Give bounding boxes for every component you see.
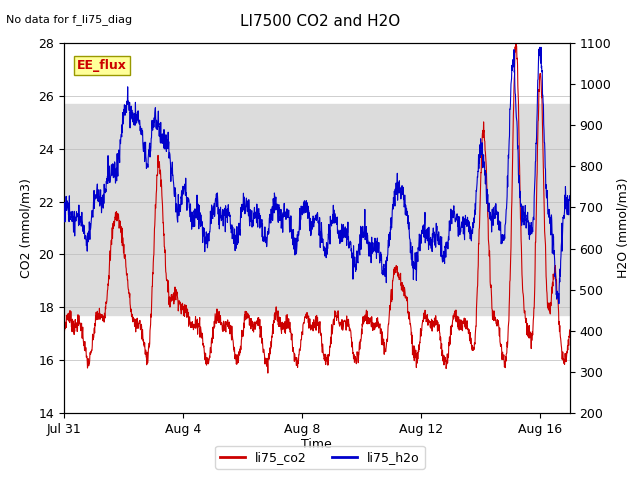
Text: EE_flux: EE_flux [77, 59, 127, 72]
Y-axis label: CO2 (mmol/m3): CO2 (mmol/m3) [20, 178, 33, 278]
Text: No data for f_li75_diag: No data for f_li75_diag [6, 14, 132, 25]
Text: LI7500 CO2 and H2O: LI7500 CO2 and H2O [240, 14, 400, 29]
Y-axis label: H2O (mmol/m3): H2O (mmol/m3) [617, 178, 630, 278]
X-axis label: Time: Time [301, 438, 332, 451]
Bar [64, 104, 570, 315]
Legend: li75_co2, li75_h2o: li75_co2, li75_h2o [215, 446, 425, 469]
